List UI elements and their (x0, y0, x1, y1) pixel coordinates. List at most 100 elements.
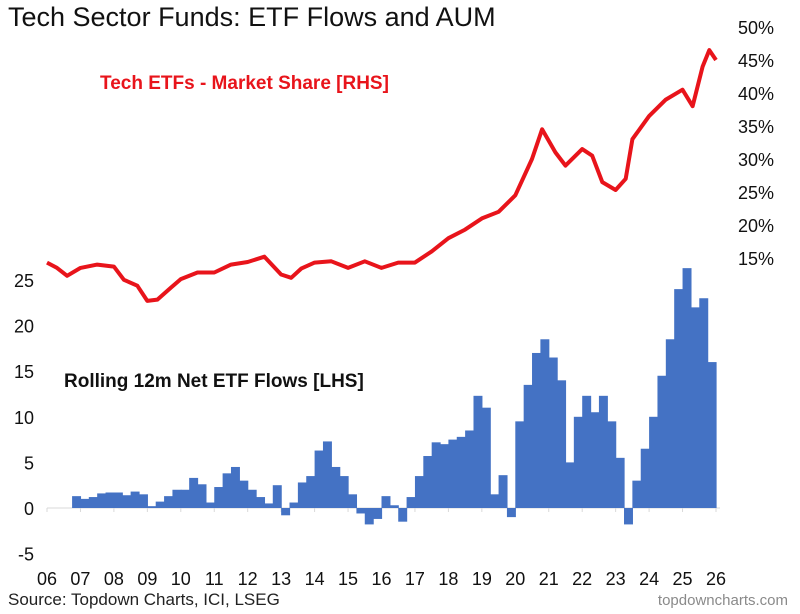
flow-bar (256, 497, 266, 508)
flow-bar (389, 505, 399, 508)
source-note: Source: Topdown Charts, ICI, LSEG (8, 590, 280, 609)
flow-bar (540, 339, 550, 508)
right-y-tick-label: 30% (738, 150, 774, 170)
flow-bar (632, 480, 642, 508)
flow-bar (97, 493, 107, 508)
left-y-tick-label: 20 (14, 317, 34, 337)
flow-bar (582, 395, 592, 508)
flow-bar (532, 352, 541, 508)
left-y-tick-label: 10 (14, 408, 34, 428)
flow-bar (640, 448, 650, 508)
flow-bar (515, 421, 525, 508)
x-tick-label: 16 (371, 569, 391, 589)
flow-bar (164, 496, 174, 508)
flow-bar (414, 476, 424, 508)
flow-bar (657, 375, 667, 508)
flow-bar (590, 412, 600, 508)
right-y-tick-label: 20% (738, 216, 774, 236)
flow-bar (348, 494, 358, 508)
flow-bar (440, 444, 449, 508)
x-tick-label: 15 (338, 569, 358, 589)
flow-bar (456, 436, 466, 508)
flows-annotation: Rolling 12m Net ETF Flows [LHS] (64, 371, 364, 392)
flow-bar (147, 506, 157, 508)
flow-bar (364, 508, 374, 525)
flow-bar (180, 489, 190, 508)
market-share-annotation: Tech ETFs - Market Share [RHS] (100, 73, 389, 94)
x-tick-label: 08 (104, 569, 124, 589)
flow-bar (172, 489, 182, 508)
x-tick-label: 13 (271, 569, 291, 589)
left-y-tick-label: -5 (18, 545, 34, 565)
flow-bar (306, 476, 316, 508)
flow-bar (138, 494, 148, 508)
flow-bar (122, 495, 132, 508)
flow-bar (573, 416, 583, 508)
market-share-line (46, 48, 718, 303)
flow-bar (624, 508, 633, 525)
right-y-tick-label: 15% (738, 249, 774, 269)
flow-bar (481, 407, 491, 508)
flow-bar (690, 307, 700, 508)
flow-bar (506, 508, 516, 518)
flow-bar (205, 502, 215, 508)
flow-bar (448, 439, 458, 508)
flow-bar (615, 457, 625, 508)
chart-title: Tech Sector Funds: ETF Flows and AUM (8, 2, 496, 32)
flow-bar (331, 466, 341, 508)
flow-bar (707, 362, 717, 508)
flow-bar (473, 395, 483, 508)
x-tick-label: 10 (171, 569, 191, 589)
flow-bar (607, 421, 617, 508)
left-y-tick-label: 25 (14, 271, 34, 291)
x-tick-label: 23 (606, 569, 626, 589)
x-tick-label: 19 (472, 569, 492, 589)
x-tick-label: 22 (572, 569, 592, 589)
flow-bar (197, 484, 207, 508)
flow-bar (88, 497, 98, 508)
flow-bar (523, 384, 533, 508)
flow-bar (682, 268, 692, 508)
flow-bar (423, 456, 433, 508)
right-y-tick-label: 45% (738, 51, 774, 71)
flow-bar (247, 489, 257, 508)
flow-bar (214, 487, 224, 508)
x-tick-label: 20 (505, 569, 525, 589)
flow-bar (113, 492, 123, 508)
x-tick-label: 12 (238, 569, 258, 589)
flow-bar (398, 508, 408, 522)
flow-bar (548, 357, 558, 508)
flow-bar (373, 508, 383, 519)
watermark: topdowncharts.com (657, 592, 788, 609)
flow-bar (649, 416, 659, 508)
right-y-tick-label: 35% (738, 117, 774, 137)
flow-bar (264, 503, 274, 508)
x-tick-label: 11 (205, 569, 224, 589)
x-tick-label: 17 (405, 569, 425, 589)
flow-bar (356, 508, 366, 514)
x-tick-label: 25 (673, 569, 693, 589)
flow-bar (130, 491, 140, 508)
flow-bar (665, 339, 675, 508)
flow-bar (289, 502, 299, 508)
right-y-tick-label: 25% (738, 183, 774, 203)
x-tick-label: 07 (70, 569, 90, 589)
x-tick-label: 24 (639, 569, 659, 589)
flow-bar (80, 498, 90, 508)
flow-bar (272, 485, 282, 508)
flow-bar (239, 480, 249, 508)
flow-bar (431, 442, 441, 508)
flow-bar (72, 496, 82, 508)
flow-bar (230, 466, 240, 508)
right-y-tick-label: 40% (738, 84, 774, 104)
x-tick-label: 18 (438, 569, 458, 589)
x-tick-label: 21 (539, 569, 559, 589)
flow-bar (105, 492, 115, 508)
flow-bar (155, 501, 165, 508)
flow-bar (281, 508, 291, 516)
x-tick-label: 26 (706, 569, 726, 589)
flow-bar (598, 395, 608, 508)
x-tick-label: 09 (137, 569, 157, 589)
flow-bar (189, 477, 199, 508)
flow-bar (339, 476, 349, 508)
